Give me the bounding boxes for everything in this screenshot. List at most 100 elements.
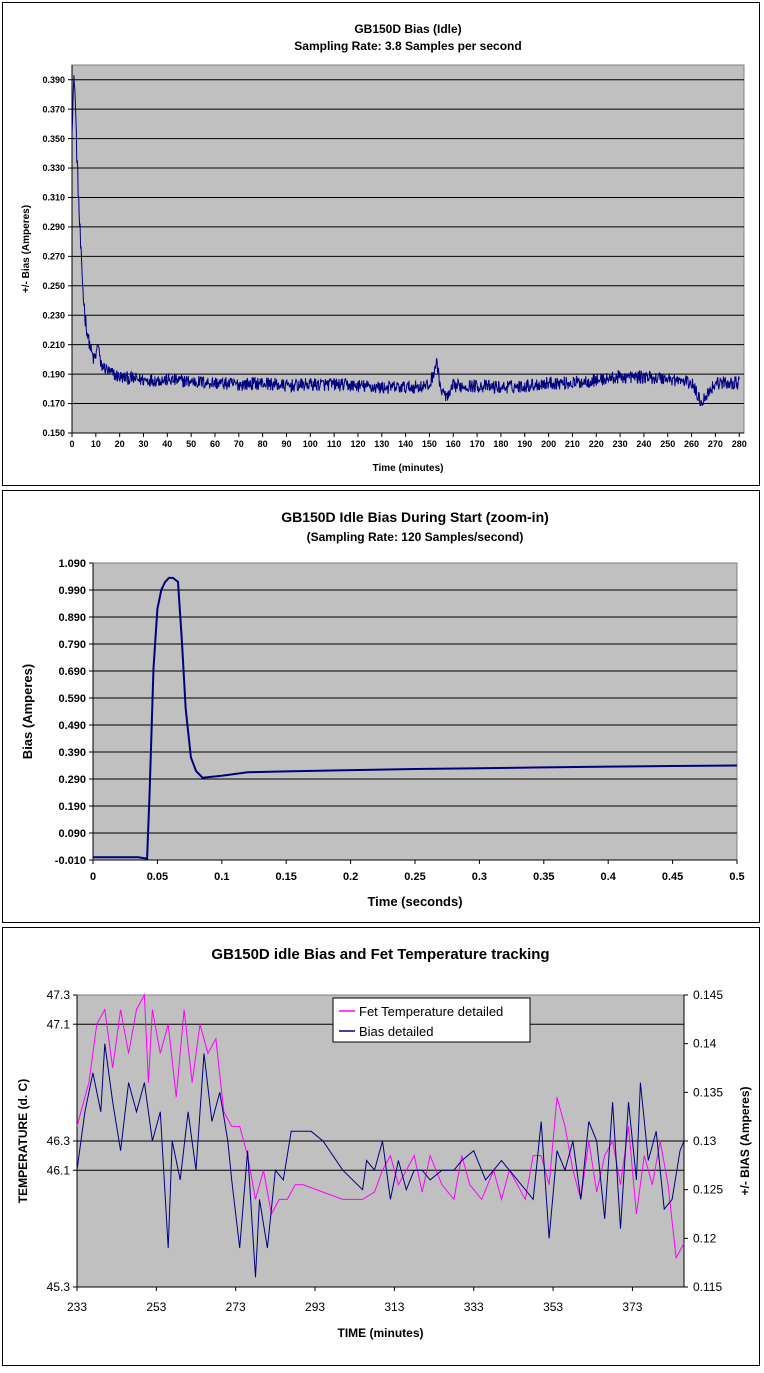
y-right-tick-label: 0.14 bbox=[693, 1037, 717, 1051]
x-axis-label: TIME (minutes) bbox=[338, 1326, 424, 1340]
x-tick-label: 40 bbox=[162, 439, 172, 449]
y-axis-right-label: +/- BIAS (Amperes) bbox=[738, 1086, 752, 1195]
x-tick-label: 230 bbox=[613, 439, 628, 449]
x-axis-label: Time (minutes) bbox=[373, 463, 444, 474]
x-tick-label: 250 bbox=[660, 439, 675, 449]
x-tick-label: 373 bbox=[622, 1300, 642, 1314]
x-tick-label: 270 bbox=[708, 439, 723, 449]
legend: Fet Temperature detailed Bias detailed bbox=[332, 997, 531, 1043]
x-tick-label: 313 bbox=[384, 1300, 404, 1314]
y-right-tick-label: 0.125 bbox=[693, 1183, 723, 1197]
y-tick-label: 1.090 bbox=[58, 558, 86, 570]
y-tick-label: 0.330 bbox=[42, 163, 65, 173]
x-axis-label: Time (seconds) bbox=[367, 894, 462, 909]
chart-title: GB150D Bias (Idle) bbox=[354, 22, 461, 36]
y-right-tick-label: 0.12 bbox=[693, 1231, 717, 1245]
x-tick-label: 280 bbox=[732, 439, 747, 449]
x-tick-label: 260 bbox=[684, 439, 699, 449]
y-tick-label: 0.090 bbox=[58, 828, 86, 840]
x-tick-label: 60 bbox=[210, 439, 220, 449]
y-tick-label: 0.210 bbox=[42, 340, 65, 350]
y-tick-label: 0.370 bbox=[42, 104, 65, 114]
y-axis-label: +/- Bias (Amperes) bbox=[21, 205, 32, 293]
chart-panel-bias-temperature-tracking: GB150D idle Bias and Fet Temperature tra… bbox=[2, 927, 760, 1366]
y-tick-label: 0.310 bbox=[42, 193, 65, 203]
x-tick-label: 0.2 bbox=[343, 871, 358, 883]
x-tick-label: 170 bbox=[470, 439, 485, 449]
x-tick-label: 100 bbox=[303, 439, 318, 449]
y-right-tick-label: 0.145 bbox=[693, 988, 723, 1002]
x-tick-label: 150 bbox=[422, 439, 437, 449]
x-tick-label: 190 bbox=[517, 439, 532, 449]
x-tick-label: 0 bbox=[90, 871, 96, 883]
series-line-fet-temperature-detailed bbox=[76, 993, 685, 1260]
y-tick-label: 45.3 bbox=[47, 1280, 71, 1294]
y-tick-label: 0.890 bbox=[58, 612, 86, 624]
x-tick-label: 0.05 bbox=[147, 871, 168, 883]
x-tick-label: 0.45 bbox=[662, 871, 683, 883]
y-tick-label: 0.190 bbox=[42, 369, 65, 379]
chart-subtitle: Sampling Rate: 3.8 Samples per second bbox=[294, 39, 521, 53]
y-tick-label: 0.390 bbox=[58, 747, 86, 759]
x-tick-label: 10 bbox=[91, 439, 101, 449]
x-tick-label: 30 bbox=[138, 439, 148, 449]
x-tick-label: 293 bbox=[305, 1300, 325, 1314]
y-tick-label: 0.350 bbox=[42, 134, 65, 144]
x-tick-label: 130 bbox=[374, 439, 389, 449]
x-tick-label: 0.4 bbox=[601, 871, 617, 883]
x-tick-label: 273 bbox=[226, 1300, 246, 1314]
x-tick-label: 253 bbox=[146, 1300, 166, 1314]
series-line-1 bbox=[93, 576, 738, 860]
y-tick-label: 0.590 bbox=[58, 693, 86, 705]
x-tick-label: 0.5 bbox=[729, 871, 744, 883]
x-tick-label: 210 bbox=[565, 439, 580, 449]
y-right-tick-label: 0.115 bbox=[693, 1280, 722, 1294]
x-tick-label: 233 bbox=[67, 1300, 87, 1314]
x-tick-label: 333 bbox=[464, 1300, 484, 1314]
legend-label: Bias detailed bbox=[359, 1024, 433, 1039]
chart-svg: GB150D Bias (Idle) Sampling Rate: 3.8 Sam… bbox=[21, 22, 747, 474]
x-tick-label: 0 bbox=[69, 439, 74, 449]
y-tick-label: 0.170 bbox=[42, 399, 65, 409]
y-tick-label: 0.250 bbox=[42, 281, 65, 291]
x-tick-label: 80 bbox=[258, 439, 268, 449]
x-tick-label: 0.25 bbox=[404, 871, 425, 883]
y-tick-label: 0.990 bbox=[58, 585, 86, 597]
y-tick-label: 47.1 bbox=[47, 1017, 71, 1031]
x-tick-label: 160 bbox=[446, 439, 461, 449]
x-tick-label: 0.1 bbox=[214, 871, 229, 883]
plot-area bbox=[71, 64, 745, 434]
legend-label: Fet Temperature detailed bbox=[359, 1004, 503, 1019]
y-tick-label: 0.290 bbox=[58, 774, 86, 786]
x-tick-label: 240 bbox=[636, 439, 651, 449]
x-tick-label: 200 bbox=[541, 439, 556, 449]
legend-box bbox=[332, 997, 531, 1043]
y-tick-label: 0.270 bbox=[42, 252, 65, 262]
y-tick-label: 46.3 bbox=[47, 1134, 71, 1148]
x-tick-label: 220 bbox=[589, 439, 604, 449]
chart-panel-bias-start-zoom: GB150D Idle Bias During Start (zoom-in) (… bbox=[2, 490, 760, 923]
y-tick-label: 0.790 bbox=[58, 639, 86, 651]
chart-title: GB150D idle Bias and Fet Temperature tra… bbox=[211, 946, 549, 963]
x-tick-label: 0.35 bbox=[533, 871, 554, 883]
y-tick-label: 0.290 bbox=[42, 222, 65, 232]
series-line-bias-detailed bbox=[76, 1043, 685, 1278]
chart-svg: GB150D idle Bias and Fet Temperature tra… bbox=[16, 946, 752, 1340]
x-tick-label: 110 bbox=[327, 439, 342, 449]
x-tick-label: 120 bbox=[350, 439, 365, 449]
y-tick-label: 47.3 bbox=[47, 988, 71, 1002]
chart-svg: GB150D Idle Bias During Start (zoom-in) (… bbox=[20, 509, 745, 909]
series-line-1 bbox=[71, 75, 740, 407]
x-tick-label: 0.3 bbox=[472, 871, 487, 883]
x-tick-label: 90 bbox=[281, 439, 291, 449]
y-tick-label: 0.190 bbox=[58, 801, 86, 813]
y-tick-label: -0.010 bbox=[55, 855, 86, 867]
x-tick-label: 50 bbox=[186, 439, 196, 449]
x-tick-label: 20 bbox=[115, 439, 125, 449]
chart-panel-bias-idle: GB150D Bias (Idle) Sampling Rate: 3.8 Sam… bbox=[2, 2, 760, 486]
y-tick-label: 0.490 bbox=[58, 720, 86, 732]
y-tick-label: 0.690 bbox=[58, 666, 86, 678]
y-tick-label: 0.390 bbox=[42, 75, 65, 85]
chart-title: GB150D Idle Bias During Start (zoom-in) bbox=[281, 509, 549, 525]
y-right-tick-label: 0.13 bbox=[693, 1134, 717, 1148]
